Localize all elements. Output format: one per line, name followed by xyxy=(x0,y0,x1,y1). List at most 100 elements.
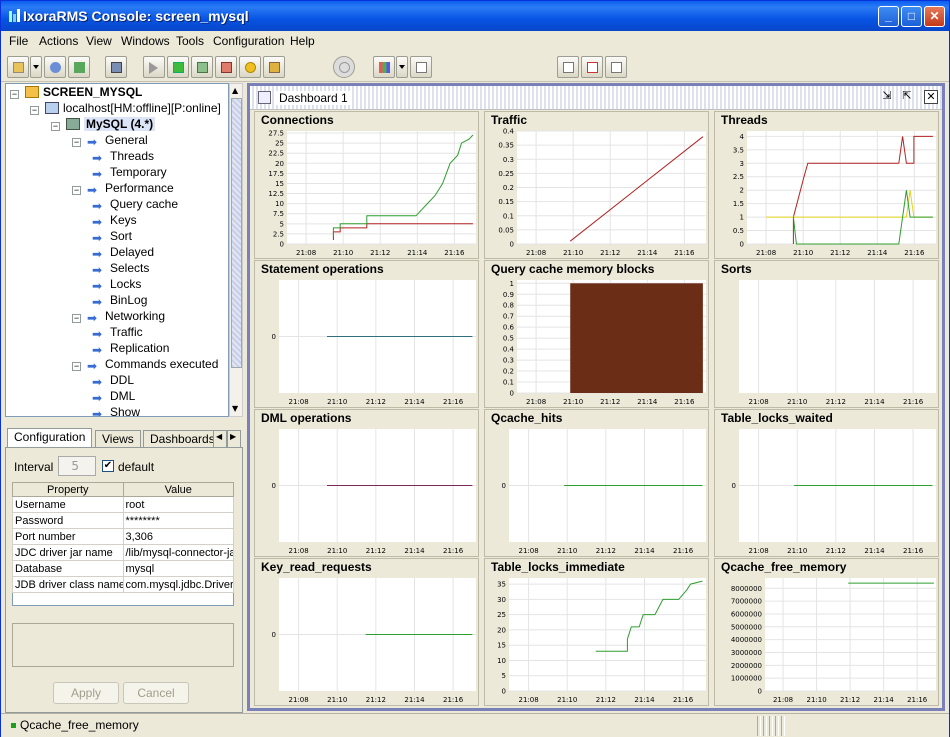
tree-root[interactable]: − SCREEN_MYSQL xyxy=(10,85,142,101)
tree-item[interactable]: ➡ DDL xyxy=(92,373,134,389)
maximize-button[interactable]: □ xyxy=(901,6,922,27)
interval-field[interactable]: 5 xyxy=(58,456,96,476)
collapse-icon[interactable]: − xyxy=(51,121,60,131)
tree-scrollbar[interactable]: ▲ ▼ xyxy=(229,83,243,417)
tree-item[interactable]: ➡ Selects xyxy=(92,261,149,277)
property-value[interactable]: /lib/mysql-connector-ja xyxy=(122,544,234,561)
add-entity-button[interactable] xyxy=(191,56,213,78)
chart-panel[interactable]: Statement operations 21:08 21:10 21:12 21:14… xyxy=(254,260,479,408)
property-value[interactable]: com.mysql.jdbc.Driver xyxy=(122,576,234,593)
refresh-button[interactable] xyxy=(44,56,66,78)
menu-actions[interactable]: Actions xyxy=(39,34,79,48)
notes-button[interactable] xyxy=(410,56,432,78)
tree-item[interactable]: ➡ Temporary xyxy=(92,165,167,181)
menu-tools[interactable]: Tools xyxy=(176,34,205,48)
menu-configuration[interactable]: Configuration xyxy=(213,34,285,48)
tab-scroll-right-icon[interactable]: ▶ xyxy=(227,430,241,447)
chart-panel[interactable]: Traffic 21:08 21:10 21:12 21:14 21:16 0 0.05 0.1… xyxy=(484,111,709,259)
scroll-up-icon[interactable]: ▲ xyxy=(232,86,239,95)
tree-item[interactable]: ➡ BinLog xyxy=(92,293,147,309)
default-checkbox[interactable]: ✔ xyxy=(102,460,114,472)
tree-item[interactable]: ➡ Show xyxy=(92,405,140,416)
property-value[interactable]: ******** xyxy=(122,512,234,529)
dashboard-dropdown-button[interactable] xyxy=(396,56,408,78)
menu-file[interactable]: File xyxy=(9,34,29,48)
open-dropdown-button[interactable] xyxy=(30,56,42,78)
left-splitter[interactable] xyxy=(5,419,243,427)
collapse-icon[interactable]: − xyxy=(30,105,39,115)
connect-button[interactable] xyxy=(68,56,90,78)
timer-button[interactable] xyxy=(333,56,355,78)
minimize-dashboard-icon[interactable]: ⇲ xyxy=(882,89,892,102)
tab-scroll-left-icon[interactable]: ◀ xyxy=(213,430,227,447)
chart-panel[interactable]: Key_read_requests 21:08 21:10 21:12 21:14 21:… xyxy=(254,558,479,706)
property-row[interactable]: Username root xyxy=(12,496,234,513)
tab-configuration[interactable]: Configuration xyxy=(7,428,93,447)
tab-views[interactable]: Views xyxy=(95,430,141,447)
chart-panel[interactable]: DML operations 21:08 21:10 21:12 21:14 21:16 0 xyxy=(254,409,479,557)
play-button[interactable] xyxy=(143,56,165,78)
open-button[interactable] xyxy=(7,56,29,78)
reactions-button[interactable] xyxy=(263,56,285,78)
chart-panel[interactable]: Table_locks_immediate 21:08 21:10 21:12 21:1… xyxy=(484,558,709,706)
chart-panel[interactable]: Sorts 21:08 21:10 21:12 21:14 21:16 xyxy=(714,260,939,408)
menu-view[interactable]: View xyxy=(86,34,112,48)
collapse-icon[interactable]: − xyxy=(10,89,19,99)
tree-item[interactable]: ➡ Threads xyxy=(92,149,154,165)
property-row[interactable]: Database mysql xyxy=(12,560,234,577)
chart-panel[interactable]: Table_locks_waited 21:08 21:10 21:12 21:14 21… xyxy=(714,409,939,557)
apply-button[interactable]: Apply xyxy=(53,682,119,704)
tree-item[interactable]: ➡ Replication xyxy=(92,341,169,357)
col-value[interactable]: Value xyxy=(122,482,234,497)
col-property[interactable]: Property xyxy=(12,482,124,497)
tree-item[interactable]: ➡ Delayed xyxy=(92,245,154,261)
property-row[interactable]: JDB driver class name com.mysql.jdbc.Driv… xyxy=(12,576,234,593)
dashboard-button[interactable] xyxy=(373,56,395,78)
entity-tree[interactable]: − SCREEN_MYSQL − localhost[HM:offline][P:o… xyxy=(5,83,229,417)
edit-dashboard-button[interactable] xyxy=(605,56,627,78)
menu-help[interactable]: Help xyxy=(290,34,315,48)
collapse-icon[interactable]: − xyxy=(72,361,81,371)
property-row[interactable]: JDC driver jar name/lib/mysql-connector-… xyxy=(12,544,234,561)
scroll-down-icon[interactable]: ▼ xyxy=(232,404,239,413)
new-dashboard-button[interactable] xyxy=(557,56,579,78)
menu-windows[interactable]: Windows xyxy=(121,34,170,48)
close-button[interactable]: ✕ xyxy=(924,6,945,27)
property-row[interactable]: Port number 3,306 xyxy=(12,528,234,545)
tree-item[interactable]: ➡ Traffic xyxy=(92,325,143,341)
chart-panel[interactable]: Connections 21:08 21:10 21:12 21:14 21:16 0 2.5… xyxy=(254,111,479,259)
tree-item[interactable]: − ➡ Performance xyxy=(72,181,174,197)
delete-dashboard-button[interactable] xyxy=(581,56,603,78)
remove-entity-button[interactable] xyxy=(215,56,237,78)
tree-scroll-thumb[interactable] xyxy=(231,98,242,368)
tree-item[interactable]: − ➡ Networking xyxy=(72,309,165,325)
property-value[interactable]: mysql xyxy=(122,560,234,577)
restore-dashboard-icon[interactable]: ⇱ xyxy=(902,89,912,102)
collapse-icon[interactable]: − xyxy=(72,313,81,323)
title-bar[interactable]: IxoraRMS Console: screen_mysql _ □ ✕ xyxy=(1,1,949,31)
tab-dashboards[interactable]: Dashboards xyxy=(143,430,215,447)
tree-item[interactable]: ➡ DML xyxy=(92,389,135,405)
tree-item[interactable]: − ➡ General xyxy=(72,133,148,149)
tree-item[interactable]: ➡ Locks xyxy=(92,277,141,293)
chart-panel[interactable]: Query cache memory blocks 21:08 21:10 21:12… xyxy=(484,260,709,408)
save-button[interactable] xyxy=(105,56,127,78)
tree-item[interactable]: ➡ Keys xyxy=(92,213,137,229)
tree-item[interactable]: ➡ Query cache xyxy=(92,197,178,213)
tree-item[interactable]: ➡ Sort xyxy=(92,229,132,245)
chart-panel[interactable]: Threads 21:08 21:10 21:12 21:14 21:16 0 0.5 1 1.5… xyxy=(714,111,939,259)
chart-panel[interactable]: Qcache_hits 21:08 21:10 21:12 21:14 21:16 0 xyxy=(484,409,709,557)
tree-agent[interactable]: − MySQL (4.*) xyxy=(51,117,156,133)
cancel-button[interactable]: Cancel xyxy=(123,682,189,704)
tree-host[interactable]: − localhost[HM:offline][P:online] xyxy=(30,101,221,117)
property-value[interactable]: 3,306 xyxy=(122,528,234,545)
alert-button[interactable] xyxy=(239,56,261,78)
collapse-icon[interactable]: − xyxy=(72,137,81,147)
close-dashboard-icon[interactable]: ✕ xyxy=(924,90,938,104)
dashboard-header[interactable]: Dashboard 1 ⇲ ⇱ ✕ xyxy=(250,86,942,110)
stop-button[interactable] xyxy=(167,56,189,78)
minimize-button[interactable]: _ xyxy=(878,6,899,27)
collapse-icon[interactable]: − xyxy=(72,185,81,195)
chart-panel[interactable]: Qcache_free_memory 21:08 21:10 21:12 21:14 21… xyxy=(714,558,939,706)
property-value[interactable]: root xyxy=(122,496,234,513)
